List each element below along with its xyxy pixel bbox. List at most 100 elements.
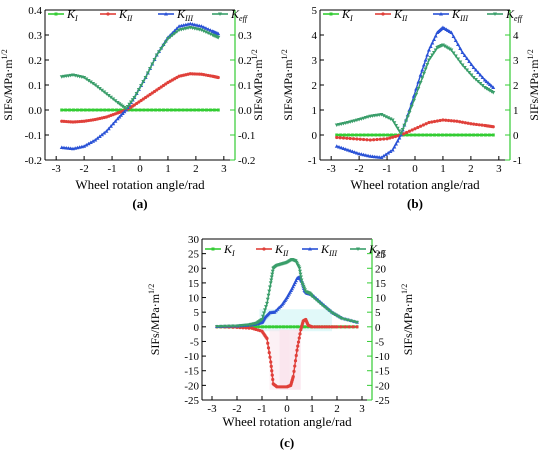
k-eff-marker (352, 320, 356, 324)
k-ii-marker (405, 130, 409, 135)
k-ii-marker (293, 364, 297, 368)
series-k-eff (61, 26, 219, 110)
y-tick-label: -10 (184, 351, 199, 363)
k-ii-marker (458, 120, 462, 124)
k-i-marker (386, 133, 390, 137)
k-ii-marker (466, 121, 470, 125)
k-i-marker (275, 325, 278, 329)
k-eff-marker (186, 26, 191, 30)
k-iii-marker (352, 150, 357, 154)
k-ii-marker (270, 369, 274, 373)
k-iii-marker (416, 80, 421, 84)
k-i-marker (138, 108, 142, 112)
k-iii-marker (350, 149, 355, 153)
k-iii-marker (430, 41, 435, 45)
k-iii-marker (188, 21, 193, 26)
k-iii-marker (106, 126, 111, 131)
k-ii-marker (410, 128, 414, 132)
k-i-marker (390, 133, 394, 137)
k-eff-marker (394, 124, 398, 128)
k-iii-marker (426, 48, 431, 52)
k-eff-marker (405, 115, 410, 119)
k-eff-marker (356, 247, 360, 251)
k-eff-marker (354, 118, 359, 123)
k-eff-marker (383, 115, 388, 119)
k-i-marker (181, 108, 185, 112)
y-tick-label: -0.2 (25, 155, 42, 167)
k-iii-marker (476, 70, 481, 74)
k-ii-marker (368, 138, 372, 142)
k-eff-marker (423, 67, 428, 71)
k-eff-marker (379, 113, 384, 117)
k-eff-marker (168, 35, 173, 39)
k-i-marker (382, 133, 386, 137)
k-iii-marker (471, 65, 476, 69)
k-iii-marker (102, 131, 107, 135)
x-tick-label: 2 (334, 403, 340, 415)
k-eff-marker (350, 119, 355, 124)
k-eff-marker (445, 46, 450, 50)
k-i-marker (409, 133, 413, 137)
k-i-marker (271, 325, 275, 329)
k-iii-marker (108, 124, 113, 128)
k-eff-marker (216, 36, 221, 40)
k-iii-marker (381, 154, 386, 158)
k-ii-marker (469, 122, 473, 126)
x-tick-label: -1 (107, 163, 116, 175)
k-eff-marker (199, 28, 204, 32)
k-eff-marker (265, 297, 270, 302)
k-i-marker (464, 133, 468, 137)
k-iii-marker (487, 82, 492, 86)
k-ii-marker (296, 340, 301, 344)
x-axis-label: Wheel rotation angle/rad (350, 177, 480, 192)
k-eff-marker (366, 115, 371, 119)
y-tick-label: -0.1 (25, 130, 42, 142)
y-tick-label: 0.1 (28, 80, 42, 92)
series-k-ii (61, 73, 219, 123)
k-eff-marker (82, 76, 87, 80)
k-iii-marker (428, 44, 433, 48)
k-i-marker (91, 108, 95, 112)
k-eff-marker (355, 320, 359, 325)
k-ii-marker (355, 137, 359, 141)
k-i-marker (158, 108, 162, 112)
panel-caption: (b) (407, 196, 423, 211)
y-axis-label-left: SIFs/MPa·m1/2 (147, 284, 162, 356)
k-eff-marker (218, 12, 222, 16)
k-ii-marker (355, 325, 359, 329)
k-eff-marker (130, 98, 135, 102)
right-tick-label: -1 (513, 155, 522, 167)
k-ii-marker (266, 341, 270, 345)
k-eff-marker (388, 117, 393, 121)
k-iii-marker (480, 75, 485, 79)
k-iii-marker (482, 78, 487, 82)
k-ii-marker (378, 137, 382, 141)
k-eff-marker (208, 32, 213, 36)
k-iii-marker (285, 295, 289, 300)
k-ii-marker (421, 123, 425, 127)
k-iii-marker (421, 63, 426, 67)
k-eff-marker (334, 313, 338, 318)
k-i-marker (491, 133, 495, 137)
k-iii-marker (293, 280, 297, 285)
x-tick-label: 1 (165, 163, 171, 175)
k-i-marker (487, 133, 491, 137)
k-eff-marker (404, 119, 409, 123)
y-tick-label: 3 (312, 55, 318, 67)
k-eff-marker (150, 62, 155, 66)
k-ii-marker (382, 137, 386, 141)
k-iii-marker (473, 68, 478, 72)
k-eff-marker (223, 324, 227, 329)
k-eff-marker (467, 71, 472, 75)
k-ii-marker (343, 325, 347, 329)
k-iii-marker (469, 62, 474, 66)
y-tick-label: 30 (188, 234, 200, 246)
k-ii-marker (268, 355, 272, 359)
k-eff-marker (148, 67, 153, 71)
y-tick-label: 15 (188, 278, 200, 290)
legend-label: KI (66, 7, 78, 23)
k-iii-marker (458, 46, 463, 50)
k-eff-marker (132, 96, 137, 100)
k-iii-marker (489, 84, 494, 88)
k-iii-marker (418, 73, 423, 77)
